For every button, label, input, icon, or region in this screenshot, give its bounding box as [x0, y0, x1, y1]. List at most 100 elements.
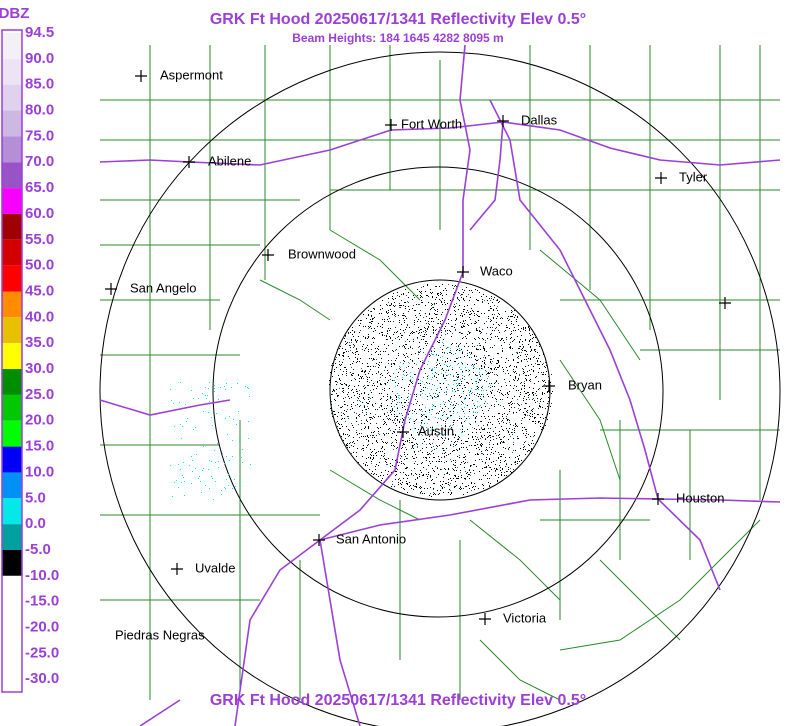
- legend-label: 70.0: [25, 153, 54, 170]
- city-label: San Antonio: [336, 531, 406, 546]
- county-line: [259, 229, 761, 701]
- city-label: Houston: [676, 490, 724, 505]
- legend-swatch: [2, 524, 22, 550]
- city-marker: [262, 249, 274, 261]
- legend-label: 35.0: [25, 334, 54, 351]
- legend-label: 65.0: [25, 179, 54, 196]
- city-marker: [385, 119, 397, 131]
- county-line: [100, 45, 780, 700]
- city-marker: [171, 563, 183, 575]
- range-ring: [212, 166, 664, 618]
- legend-swatch: [2, 601, 22, 628]
- legend-label: 90.0: [25, 50, 54, 67]
- legend-label: 0.0: [25, 515, 46, 532]
- legend-label: 25.0: [25, 386, 54, 403]
- legend-label: 5.0: [25, 489, 46, 506]
- city-label: Austin: [418, 423, 454, 438]
- city-marker: [543, 380, 555, 392]
- legend-swatch: [2, 653, 22, 680]
- legend-swatch: [2, 472, 22, 499]
- legend-label: 40.0: [25, 308, 54, 325]
- unlabeled-city-marker: [719, 297, 731, 309]
- highway: [469, 121, 504, 231]
- title: GRK Ft Hood 20250617/1341 Reflectivity E…: [210, 11, 586, 28]
- city-label: Victoria: [503, 610, 547, 625]
- legend-label: 45.0: [25, 282, 54, 299]
- range-ring: [99, 51, 781, 726]
- legend-swatch: [2, 33, 22, 59]
- color-legend: DBZ 94.5 90.0 85.0 80.0 75.0 70.0 65.0 60.0 55.0…: [0, 5, 59, 693]
- legend-label: -10.0: [25, 567, 59, 584]
- city-label: Bryan: [568, 377, 602, 392]
- city-label: Aspermont: [160, 67, 223, 82]
- legend-swatch: [2, 213, 22, 240]
- city-marker: [652, 493, 664, 505]
- city-label: Piedras Negras: [115, 627, 205, 642]
- legend-swatch: [2, 394, 22, 421]
- legend-swatch: [2, 84, 22, 111]
- legend-swatch: [2, 239, 22, 266]
- legend-swatch: [2, 420, 22, 447]
- city-marker: [313, 534, 325, 546]
- city-marker: [497, 115, 509, 127]
- legend-swatch: [2, 498, 22, 525]
- county-lines: [100, 45, 780, 701]
- legend-label: 30.0: [25, 360, 54, 377]
- legend-label: -30.0: [25, 670, 59, 687]
- city-label: Abilene: [208, 153, 251, 168]
- range-ring: [329, 279, 551, 501]
- legend-label: -15.0: [25, 593, 59, 610]
- highway: [99, 399, 361, 726]
- legend-frame: [1, 29, 23, 693]
- legend-label: -5.0: [25, 541, 51, 558]
- city-label: Waco: [480, 263, 513, 278]
- radar-echoes: [170, 284, 553, 500]
- legend-label: 94.5: [25, 24, 54, 41]
- radar-echo: [170, 343, 491, 500]
- legend-swatch: [2, 446, 22, 473]
- legend-swatch: [2, 369, 22, 395]
- legend-label: 20.0: [25, 412, 54, 429]
- city-label: Uvalde: [195, 560, 235, 575]
- legend-swatch: [2, 58, 22, 85]
- legend-swatch: [2, 162, 22, 189]
- legend-label: 15.0: [25, 438, 54, 455]
- legend-swatch: [2, 188, 22, 214]
- radar-echo: [330, 286, 552, 489]
- range-rings: [99, 51, 781, 726]
- highway: [489, 99, 721, 591]
- legend-swatch: [2, 343, 22, 370]
- city-marker: [183, 156, 195, 168]
- city-label: Brownwood: [288, 246, 356, 261]
- radar-echo: [329, 284, 553, 497]
- legend-label: 60.0: [25, 205, 54, 222]
- legend-label: 10.0: [25, 463, 54, 480]
- legend-swatch: [2, 575, 22, 602]
- city-marker: [397, 426, 409, 438]
- legend-label: 50.0: [25, 257, 54, 274]
- city-label: Tyler: [679, 169, 708, 184]
- legend-swatch: [2, 550, 22, 576]
- city-marker: [105, 283, 117, 295]
- legend-unit: DBZ: [0, 5, 29, 22]
- city-marker: [655, 172, 667, 184]
- legend-swatch: [2, 627, 22, 654]
- city-label: Dallas: [521, 112, 558, 127]
- legend-swatch: [2, 110, 22, 137]
- city-marker: [479, 613, 491, 625]
- legend-label: 85.0: [25, 76, 54, 93]
- legend-swatch: [2, 291, 22, 318]
- legend-label: -25.0: [25, 644, 59, 661]
- legend-swatch: [2, 265, 22, 292]
- legend-swatch: [2, 136, 22, 163]
- legend-label: 55.0: [25, 231, 54, 248]
- city-marker: [135, 70, 147, 82]
- highway: [234, 44, 471, 726]
- legend-swatch: [2, 317, 22, 344]
- city-marker: [457, 266, 469, 278]
- footer-title: GRK Ft Hood 20250617/1341 Reflectivity E…: [210, 692, 586, 709]
- city-label: San Angelo: [130, 280, 197, 295]
- highway: [319, 497, 781, 541]
